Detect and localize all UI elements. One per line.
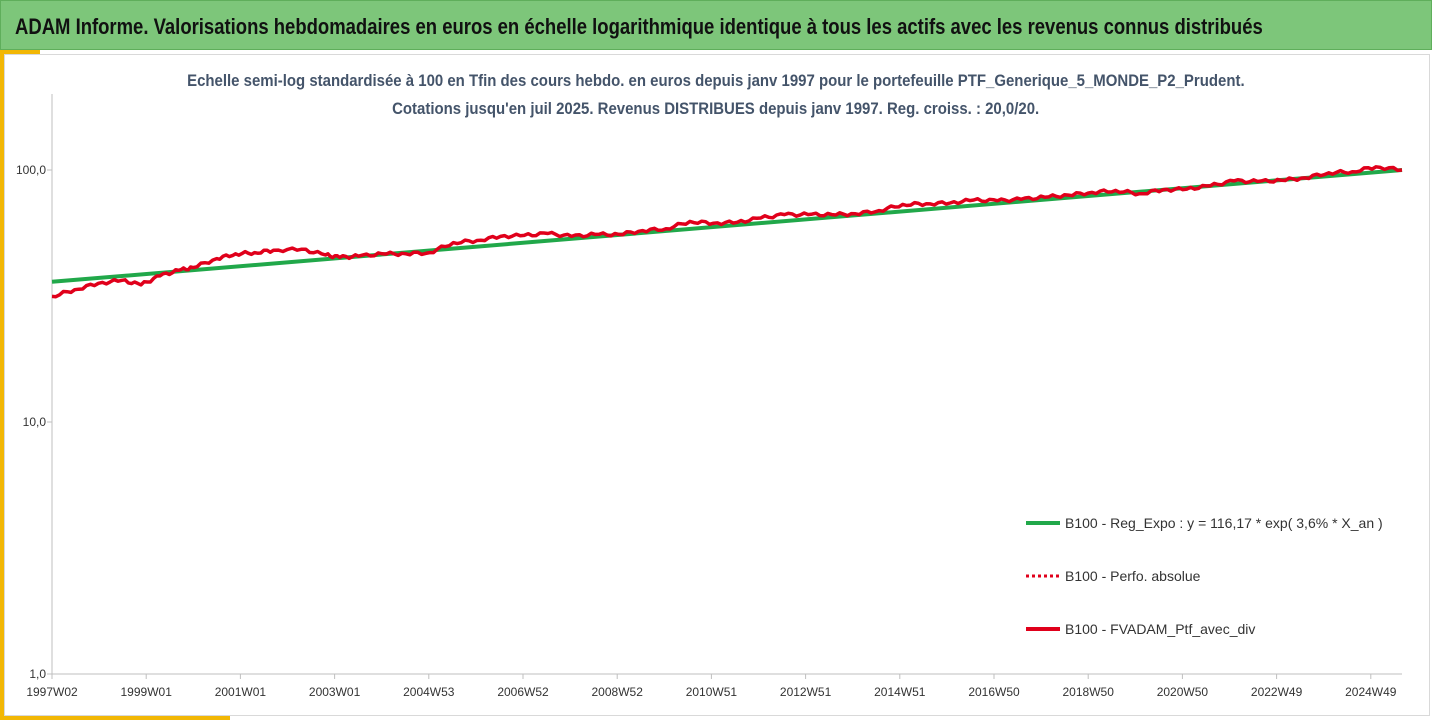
page-title: ADAM Informe. Valorisations hebdomadaire…	[15, 14, 1263, 39]
chart-title: Echelle semi-log standardisée à 100 en T…	[0, 71, 1432, 91]
series-layer	[51, 165, 1403, 299]
accent-bar-left	[0, 50, 5, 720]
chart-subtitle-text: Cotations jusqu'en juil 2025. Revenus DI…	[392, 99, 1040, 118]
y-tick-label: 10,0	[23, 415, 47, 429]
x-tick-label: 2008W52	[592, 685, 644, 699]
chart-title-text: Echelle semi-log standardisée à 100 en T…	[187, 71, 1245, 90]
chart-frame	[4, 54, 1430, 716]
axes: 100,0 10,0 1,0 1997W02 1999W01 2001W01 2003W01…	[16, 94, 1402, 699]
x-tick-label: 2001W01	[215, 685, 267, 699]
x-tick-label: 2006W52	[497, 685, 549, 699]
series-portfolio-line	[51, 165, 1403, 299]
legend-label: B100 - FVADAM_Ptf_avec_div	[1065, 621, 1255, 637]
x-tick-label: 2003W01	[309, 685, 361, 699]
legend-label: B100 - Perfo. absolue	[1065, 568, 1201, 584]
y-tick-label: 100,0	[16, 163, 46, 177]
x-tick-label: 2014W51	[874, 685, 926, 699]
accent-bar-top	[0, 50, 40, 55]
chart-subtitle: Cotations jusqu'en juil 2025. Revenus DI…	[0, 99, 1432, 119]
x-tick-label: 1999W01	[121, 685, 173, 699]
x-tick-label: 2020W50	[1157, 685, 1209, 699]
legend-label: B100 - Reg_Expo : y = 116,17 * exp( 3,6%…	[1065, 515, 1383, 531]
x-tick-label: 2018W50	[1063, 685, 1115, 699]
x-tick-label: 2016W50	[968, 685, 1020, 699]
x-tick-label: 2022W49	[1251, 685, 1303, 699]
legend: B100 - Reg_Expo : y = 116,17 * exp( 3,6%…	[1026, 515, 1383, 637]
x-tick-label: 2004W53	[403, 685, 455, 699]
x-tick-label: 2024W49	[1345, 685, 1397, 699]
x-tick-label: 2010W51	[686, 685, 738, 699]
y-tick-label: 1,0	[29, 667, 46, 681]
x-tick-label: 1997W02	[26, 685, 78, 699]
x-tick-label: 2012W51	[780, 685, 832, 699]
header-banner: ADAM Informe. Valorisations hebdomadaire…	[0, 0, 1432, 50]
accent-bar-bottom	[0, 715, 230, 720]
